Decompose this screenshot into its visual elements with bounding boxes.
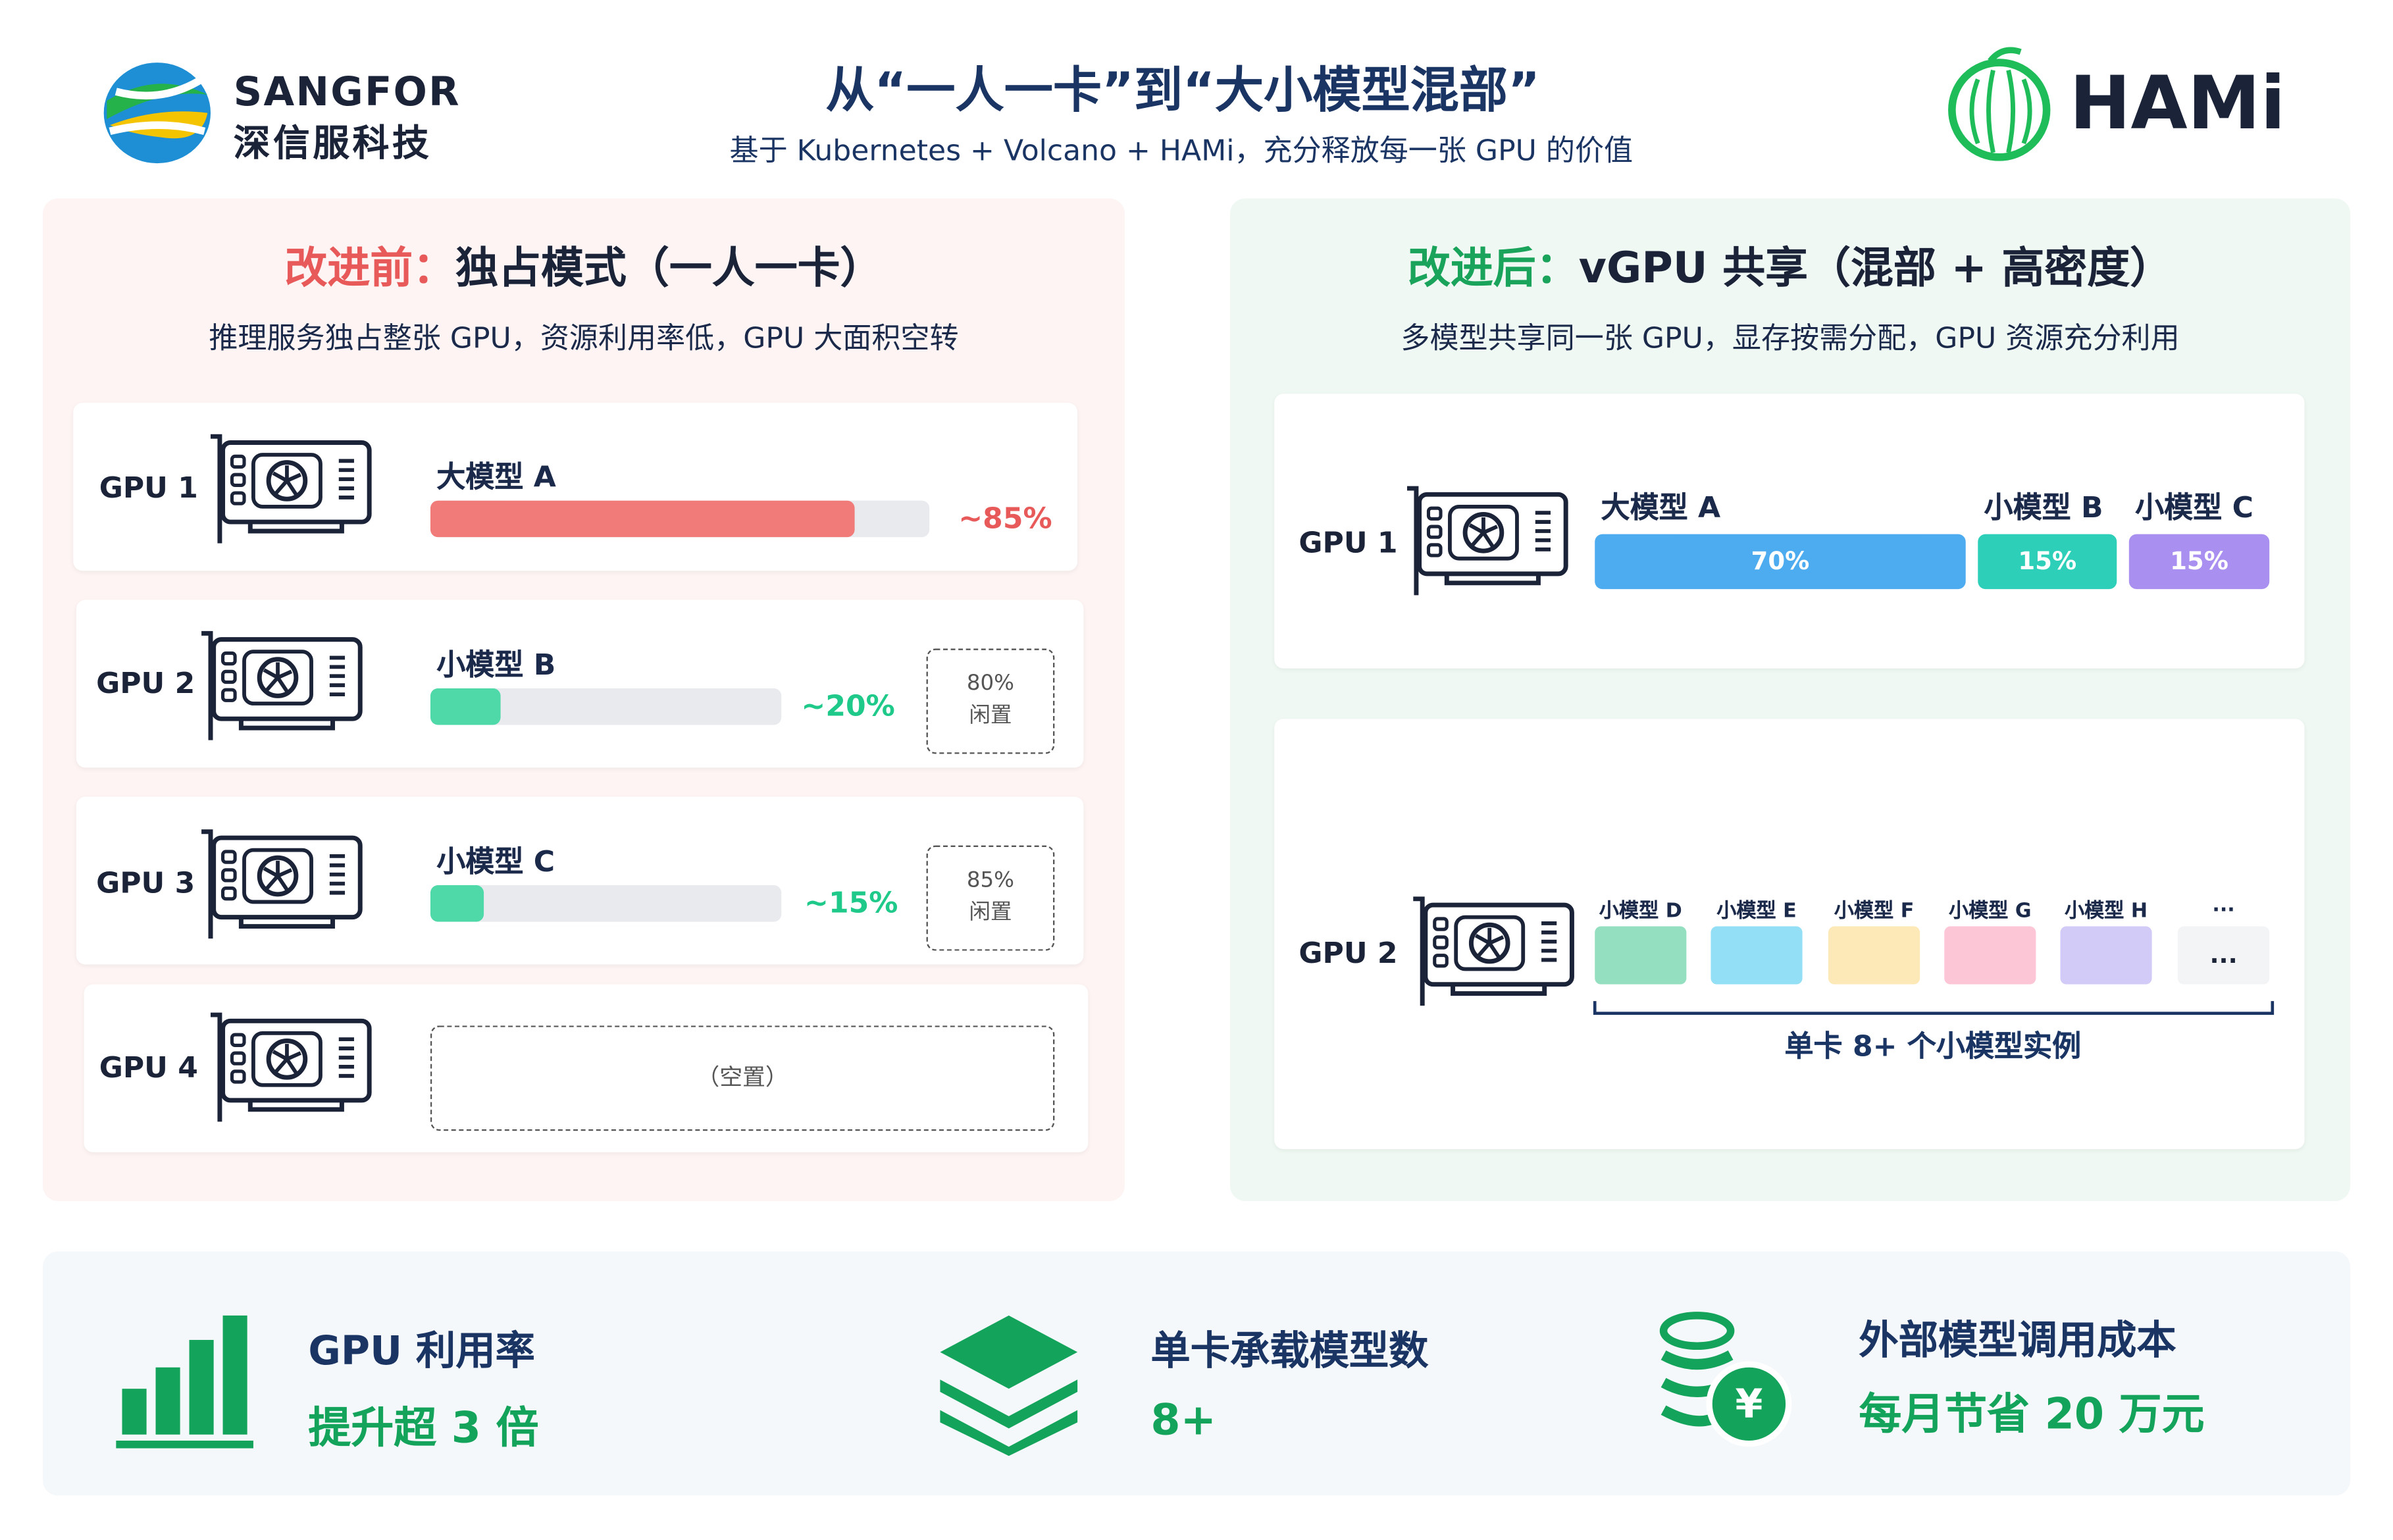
metric-title: 单卡承载模型数 (1150, 1329, 1429, 1375)
instance-label: 小模型 F (1834, 900, 1915, 923)
logo-subname: 深信服科技 (233, 122, 432, 165)
slice-model: 小模型 C (2135, 491, 2253, 525)
usage-label: ~85% (958, 501, 1052, 536)
subtitle: 基于 Kubernetes + Volcano + HAMi，充分释放每一张 G… (729, 134, 1634, 168)
vgpu-slice: 70% (1595, 534, 1966, 590)
instance-box: ... (2178, 926, 2270, 985)
idle-text: 闲置 (969, 900, 1012, 925)
idle-text: 闲置 (969, 704, 1012, 729)
title: 从“一人一卡”到“大小模型混部” (825, 61, 1540, 119)
vgpu-slice: 15% (2128, 534, 2270, 590)
usage-bar (430, 688, 501, 725)
metric-value: 提升超 3 倍 (308, 1402, 539, 1453)
gpu-name: GPU 1 (1299, 526, 1398, 561)
caption: 单卡 8+ 个小模型实例 (1784, 1030, 2082, 1064)
instance-box (1711, 926, 1803, 985)
before-description: 推理服务独占整张 GPU，资源利用率低，GPU 大面积空转 (209, 322, 959, 356)
gpu-icon (1401, 485, 1572, 598)
after-label: 改进后： (1407, 242, 1579, 294)
instance-box (1828, 926, 1920, 985)
after-title: vGPU 共享（混部 + 高密度） (1578, 242, 2173, 294)
gpu-name: GPU 2 (96, 667, 195, 701)
empty-box: （空置） (430, 1025, 1055, 1131)
bracket (1593, 1001, 2275, 1015)
instance-box (1595, 926, 1687, 985)
model-name: 小模型 B (436, 648, 556, 682)
layers-icon (940, 1315, 1078, 1456)
usage-bar (430, 885, 483, 922)
logo-name: SANGFOR (233, 70, 461, 116)
before-label: 改进前： (284, 242, 456, 294)
slice-model: 大模型 A (1601, 491, 1721, 525)
gpu-name: GPU 2 (1299, 937, 1398, 971)
instance-box (1944, 926, 2036, 985)
gpu-icon (195, 630, 367, 744)
gpu-name: GPU 4 (99, 1051, 198, 1085)
usage-track (430, 500, 930, 538)
chart-icon (116, 1315, 253, 1449)
instance-label: 小模型 D (1599, 900, 1682, 923)
idle-box: 85% 闲置 (926, 845, 1055, 951)
metric-title: 外部模型调用成本 (1859, 1318, 2176, 1365)
gpu-name: GPU 3 (96, 867, 195, 901)
before-title: 独占模式（一人一卡） (455, 242, 883, 294)
hami-name: HAMi (2069, 61, 2286, 147)
hami-logo (1948, 47, 2051, 161)
after-heading: 改进后：vGPU 共享（混部 + 高密度） (1230, 235, 2350, 296)
slice-model: 小模型 B (1984, 491, 2103, 525)
idle-percent: 85% (966, 868, 1015, 893)
instance-box (2060, 926, 2152, 985)
gpu-name: GPU 1 (99, 471, 198, 505)
instance-label: 小模型 G (1948, 900, 2032, 923)
gpu-icon (195, 829, 367, 942)
model-name: 小模型 C (436, 845, 555, 879)
idle-percent: 80% (966, 671, 1015, 696)
instance-label: ... (2212, 894, 2235, 917)
usage-track (430, 885, 782, 922)
usage-label: ~20% (801, 690, 895, 724)
svg-text:¥: ¥ (1735, 1381, 1763, 1427)
gpu-icon (1407, 896, 1578, 1009)
instance-label: 小模型 E (1716, 900, 1797, 923)
instance-label: 小模型 H (2064, 900, 2148, 923)
gpu-icon (205, 434, 376, 547)
metric-title: GPU 利用率 (308, 1329, 535, 1375)
metric-value: 每月节省 20 万元 (1859, 1389, 2205, 1439)
usage-label: ~15% (804, 886, 898, 921)
usage-bar (430, 500, 855, 538)
coin-icon: ¥ (1659, 1312, 1792, 1447)
gpu-icon (205, 1012, 376, 1125)
model-name: 大模型 A (436, 461, 556, 495)
after-description: 多模型共享同一张 GPU，显存按需分配，GPU 资源充分利用 (1401, 322, 2180, 356)
usage-track (430, 688, 782, 725)
before-heading: 改进前：独占模式（一人一卡） (43, 235, 1125, 296)
vgpu-slice: 15% (1978, 534, 2117, 590)
idle-box: 80% 闲置 (926, 648, 1055, 754)
metrics-panel (42, 1251, 2351, 1496)
metric-value: 8+ (1150, 1395, 1217, 1445)
sangfor-logo (103, 63, 211, 164)
